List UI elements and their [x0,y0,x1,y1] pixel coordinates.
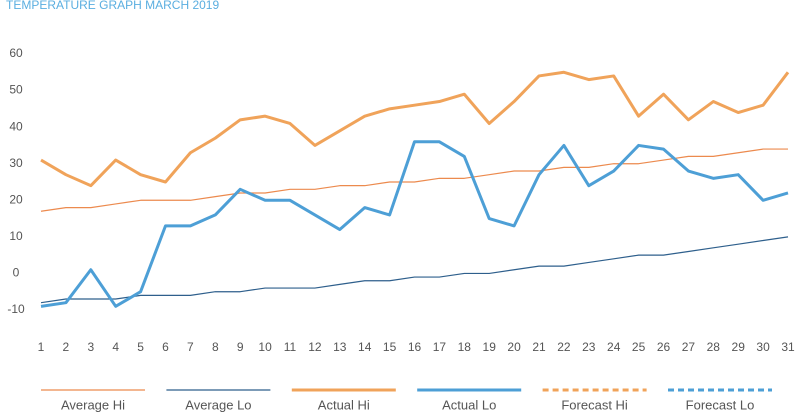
y-tick-label: 20 [9,192,23,206]
x-tick-label: 21 [532,340,546,354]
x-tick-label: 1 [38,340,45,354]
series-line [40,148,788,212]
x-tick-label: 19 [483,340,497,354]
y-tick-label: 60 [9,46,23,60]
x-tick-label: 2 [63,340,70,354]
legend-label: Actual Hi [318,397,370,412]
y-tick-label: 40 [9,119,23,133]
x-tick-label: 3 [87,340,94,354]
x-tick-label: 30 [756,340,770,354]
x-tick-label: 27 [682,340,696,354]
x-tick-label: 13 [333,340,347,354]
x-tick-label: 17 [433,340,447,354]
series-line [40,70,790,188]
x-tick-label: 29 [732,340,746,354]
x-tick-label: 18 [458,340,472,354]
x-tick-label: 14 [358,340,372,354]
x-tick-label: 6 [162,340,169,354]
x-tick-label: 11 [284,340,297,354]
x-tick-label: 23 [582,340,596,354]
y-tick-label: -10 [7,302,25,316]
x-tick-label: 28 [707,340,721,354]
x-tick-label: 4 [112,340,119,354]
x-tick-label: 5 [137,340,144,354]
series-line [40,140,789,308]
x-tick-label: 25 [632,340,646,354]
legend-label: Actual Lo [442,397,496,412]
y-tick-label: 50 [9,83,23,97]
x-tick-label: 10 [258,340,272,354]
legend-label: Forecast Lo [686,397,755,412]
x-tick-label: 31 [781,340,795,354]
legend-label: Average Lo [185,397,251,412]
x-tick-label: 22 [557,340,571,354]
x-tick-label: 16 [408,340,422,354]
y-tick-label: 30 [9,156,23,170]
legend-label: Average Hi [61,397,125,412]
x-tick-label: 9 [237,340,244,354]
x-tick-label: 20 [507,340,521,354]
y-tick-label: 0 [13,266,20,280]
series-line [40,236,789,304]
y-tick-label: 10 [9,229,23,243]
x-tick-label: 26 [657,340,671,354]
x-tick-label: 7 [187,340,194,354]
x-tick-label: 8 [212,340,219,354]
x-tick-label: 24 [607,340,621,354]
chart-title: TEMPERATURE GRAPH MARCH 2019 [6,0,219,12]
legend-label: Forecast Hi [561,397,628,412]
x-tick-label: 12 [308,340,322,354]
x-tick-label: 15 [383,340,397,354]
